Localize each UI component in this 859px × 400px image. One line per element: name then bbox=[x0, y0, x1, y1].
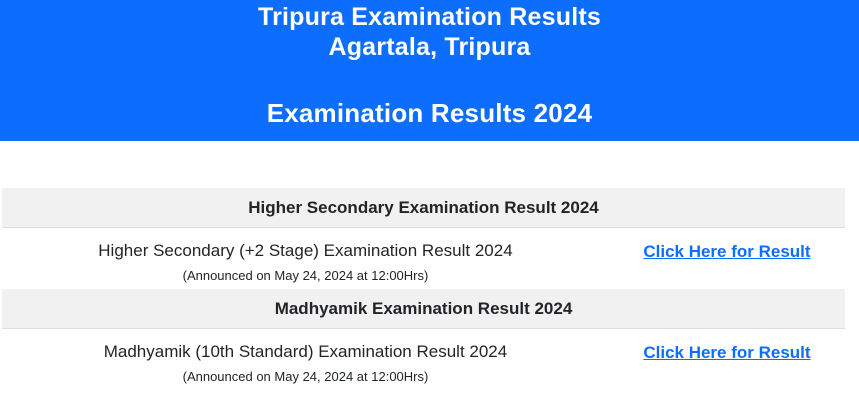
result-row-madhyamik: Madhyamik (10th Standard) Examination Re… bbox=[2, 329, 845, 390]
result-row-higher-secondary: Higher Secondary (+2 Stage) Examination … bbox=[2, 228, 845, 289]
announcement-text: (Announced on May 24, 2024 at 12:00Hrs) bbox=[182, 268, 429, 283]
higher-secondary-result-link[interactable]: Click Here for Result bbox=[643, 242, 811, 261]
result-link-cell: Click Here for Result bbox=[609, 329, 845, 390]
result-link-cell: Click Here for Result bbox=[609, 228, 845, 289]
madhyamik-result-link[interactable]: Click Here for Result bbox=[643, 343, 811, 362]
header-spacer bbox=[0, 141, 859, 188]
exam-name: Higher Secondary (+2 Stage) Examination … bbox=[98, 241, 513, 260]
section-heading-madhyamik: Madhyamik Examination Result 2024 bbox=[2, 289, 845, 329]
page-title-line2: Agartala, Tripura bbox=[328, 33, 531, 61]
page-subtitle: Examination Results 2024 bbox=[266, 98, 593, 128]
section-heading-higher-secondary: Higher Secondary Examination Result 2024 bbox=[2, 188, 845, 228]
page-title-line1: Tripura Examination Results bbox=[258, 3, 601, 31]
announcement-text: (Announced on May 24, 2024 at 12:00Hrs) bbox=[182, 369, 429, 384]
results-list: Higher Secondary Examination Result 2024… bbox=[2, 188, 845, 390]
exam-name: Madhyamik (10th Standard) Examination Re… bbox=[103, 342, 508, 361]
result-info-madhyamik: Madhyamik (10th Standard) Examination Re… bbox=[2, 329, 609, 390]
page-header: Tripura Examination Results Agartala, Tr… bbox=[0, 0, 859, 141]
result-info-higher-secondary: Higher Secondary (+2 Stage) Examination … bbox=[2, 228, 609, 289]
